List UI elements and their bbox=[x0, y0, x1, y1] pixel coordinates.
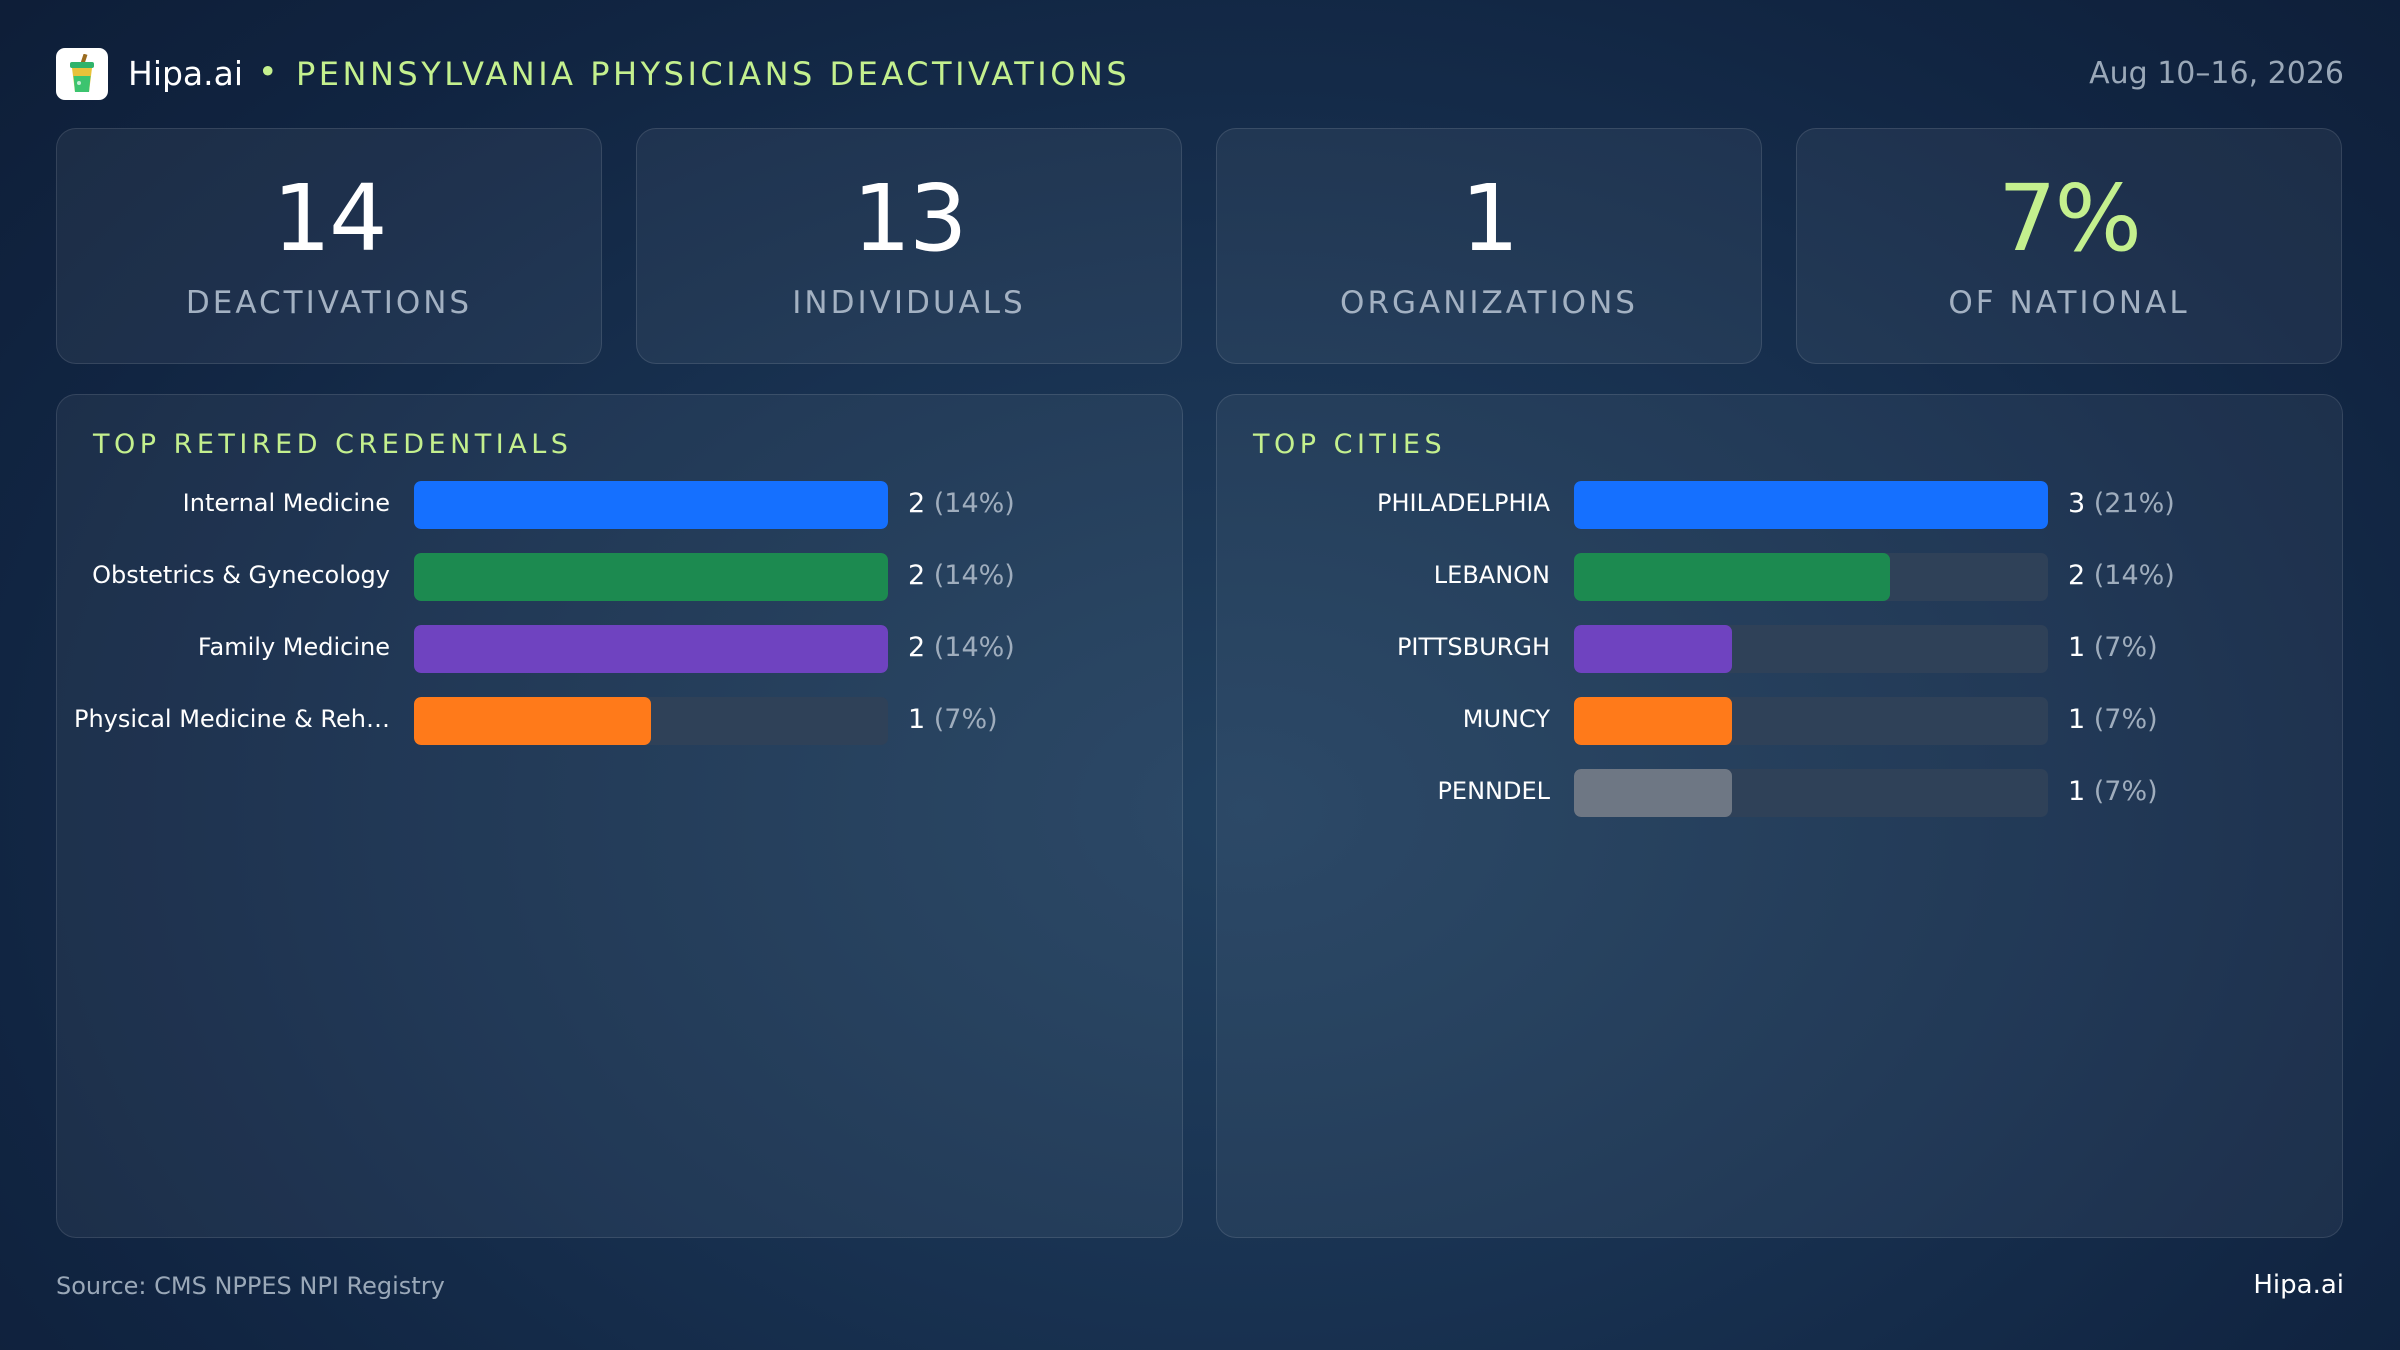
panel-title: TOP CITIES bbox=[1253, 429, 1447, 460]
bar-track bbox=[414, 553, 888, 601]
kpi-label: INDIVIDUALS bbox=[792, 285, 1026, 321]
kpi-card-national-share: 7% OF NATIONAL bbox=[1796, 128, 2342, 364]
bar-label: Obstetrics & Gynecology bbox=[92, 561, 390, 589]
kpi-card-deactivations: 14 DEACTIVATIONS bbox=[56, 128, 602, 364]
bar-fill bbox=[1574, 481, 2048, 529]
bar-fill bbox=[414, 481, 888, 529]
kpi-value: 7% bbox=[1998, 165, 2142, 272]
brand-name: Hipa.ai bbox=[128, 54, 244, 93]
bar-value-label: 1 (7%) bbox=[2068, 704, 2158, 735]
bar-value-label: 2 (14%) bbox=[2068, 560, 2175, 591]
bar-label: PENNDEL bbox=[1437, 777, 1550, 805]
bar-fill bbox=[414, 697, 651, 745]
bar-label: Internal Medicine bbox=[182, 489, 390, 517]
bar-track bbox=[414, 697, 888, 745]
report-title: PENNSYLVANIA PHYSICIANS DEACTIVATIONS bbox=[296, 55, 1131, 93]
bar-value-label: 1 (7%) bbox=[2068, 632, 2158, 663]
bar-row: PITTSBURGH 1 (7%) bbox=[1217, 625, 2317, 673]
kpi-card-organizations: 1 ORGANIZATIONS bbox=[1216, 128, 1762, 364]
header: Hipa.ai • PENNSYLVANIA PHYSICIANS DEACTI… bbox=[56, 46, 2344, 102]
bar-fill bbox=[1574, 553, 1890, 601]
kpi-label: DEACTIVATIONS bbox=[185, 285, 473, 321]
bar-value-label: 1 (7%) bbox=[908, 704, 998, 735]
bar-track bbox=[1574, 553, 2048, 601]
bar-value-label: 1 (7%) bbox=[2068, 776, 2158, 807]
drink-cup-icon bbox=[70, 54, 94, 92]
bar-track bbox=[1574, 481, 2048, 529]
bar-label: Physical Medicine & Reh… bbox=[73, 705, 390, 733]
bar-label: PHILADELPHIA bbox=[1377, 489, 1550, 517]
bar-label: MUNCY bbox=[1462, 705, 1550, 733]
bar-track bbox=[414, 625, 888, 673]
bar-track bbox=[1574, 697, 2048, 745]
footer-brand: Hipa.ai bbox=[2253, 1270, 2344, 1300]
bar-track bbox=[1574, 769, 2048, 817]
date-range: Aug 10–16, 2026 bbox=[2089, 56, 2344, 91]
bar-fill bbox=[414, 625, 888, 673]
kpi-label: ORGANIZATIONS bbox=[1340, 285, 1638, 321]
bar-value-label: 2 (14%) bbox=[908, 560, 1015, 591]
bar-label: LEBANON bbox=[1433, 561, 1550, 589]
kpi-card-individuals: 13 INDIVIDUALS bbox=[636, 128, 1182, 364]
bar-row: PENNDEL 1 (7%) bbox=[1217, 769, 2317, 817]
bar-fill bbox=[1574, 625, 1732, 673]
bar-row: LEBANON 2 (14%) bbox=[1217, 553, 2317, 601]
bar-fill bbox=[1574, 697, 1732, 745]
bar-row: PHILADELPHIA 3 (21%) bbox=[1217, 481, 2317, 529]
bar-row: Obstetrics & Gynecology 2 (14%) bbox=[57, 553, 1157, 601]
bar-row: Internal Medicine 2 (14%) bbox=[57, 481, 1157, 529]
bar-row: Physical Medicine & Reh… 1 (7%) bbox=[57, 697, 1157, 745]
cities-panel: TOP CITIES PHILADELPHIA 3 (21%) LEBANON 2 (… bbox=[1216, 394, 2343, 1238]
credentials-panel: TOP RETIRED CREDENTIALS Internal Medicin… bbox=[56, 394, 1183, 1238]
bar-row: Family Medicine 2 (14%) bbox=[57, 625, 1157, 673]
kpi-value: 1 bbox=[1460, 165, 1520, 272]
bar-fill bbox=[414, 553, 888, 601]
kpi-label: OF NATIONAL bbox=[1948, 285, 2190, 321]
kpi-value: 13 bbox=[852, 165, 967, 272]
bar-track bbox=[1574, 625, 2048, 673]
bar-row: MUNCY 1 (7%) bbox=[1217, 697, 2317, 745]
panel-title: TOP RETIRED CREDENTIALS bbox=[93, 429, 573, 460]
source-note: Source: CMS NPPES NPI Registry bbox=[56, 1272, 445, 1300]
bar-value-label: 2 (14%) bbox=[908, 632, 1015, 663]
bar-value-label: 3 (21%) bbox=[2068, 488, 2175, 519]
logo bbox=[56, 48, 108, 100]
kpi-value: 14 bbox=[272, 165, 387, 272]
bar-label: PITTSBURGH bbox=[1396, 633, 1550, 661]
title-separator: • bbox=[258, 52, 278, 91]
bar-track bbox=[414, 481, 888, 529]
bar-fill bbox=[1574, 769, 1732, 817]
bar-label: Family Medicine bbox=[197, 633, 390, 661]
bar-value-label: 2 (14%) bbox=[908, 488, 1015, 519]
